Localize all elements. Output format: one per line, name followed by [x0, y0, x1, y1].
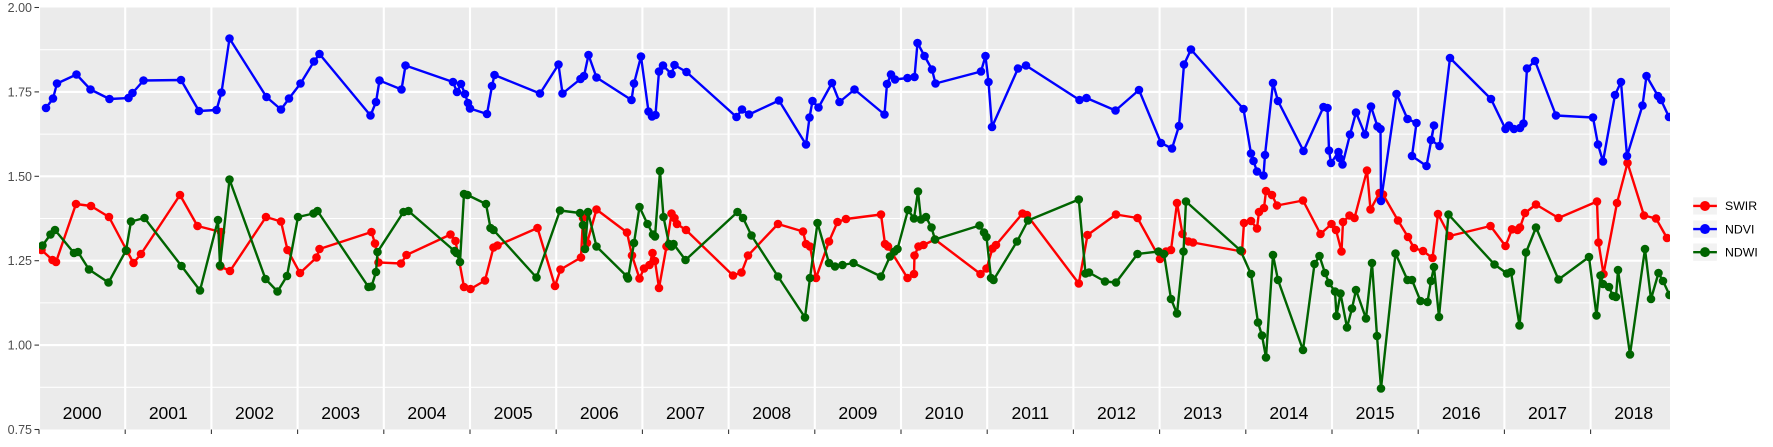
- svg-text:1.00: 1.00: [8, 339, 32, 353]
- svg-text:2016: 2016: [1442, 403, 1481, 423]
- svg-text:2018: 2018: [1614, 403, 1653, 423]
- svg-text:2008: 2008: [752, 403, 791, 423]
- svg-text:2013: 2013: [1183, 403, 1222, 423]
- svg-text:2005: 2005: [494, 403, 533, 423]
- svg-text:2004: 2004: [407, 403, 446, 423]
- svg-text:2012: 2012: [1097, 403, 1136, 423]
- svg-text:2014: 2014: [1269, 403, 1308, 423]
- svg-text:0.75: 0.75: [8, 423, 32, 437]
- svg-text:2002: 2002: [235, 403, 274, 423]
- svg-text:NDVI: NDVI: [1725, 222, 1754, 236]
- svg-text:2017: 2017: [1528, 403, 1567, 423]
- svg-text:2011: 2011: [1011, 403, 1049, 423]
- svg-text:1.25: 1.25: [8, 254, 32, 268]
- svg-text:2000: 2000: [63, 403, 102, 423]
- svg-text:2015: 2015: [1356, 403, 1395, 423]
- svg-text:1.50: 1.50: [8, 170, 32, 184]
- svg-text:2003: 2003: [321, 403, 360, 423]
- svg-text:2001: 2001: [149, 403, 188, 423]
- svg-text:2010: 2010: [925, 403, 964, 423]
- svg-text:2.00: 2.00: [8, 1, 32, 15]
- svg-text:2007: 2007: [666, 403, 705, 423]
- svg-text:2006: 2006: [580, 403, 619, 423]
- svg-text:2009: 2009: [838, 403, 877, 423]
- svg-text:1.75: 1.75: [8, 85, 32, 99]
- svg-text:SWIR: SWIR: [1725, 199, 1757, 213]
- svg-text:NDWI: NDWI: [1725, 245, 1758, 259]
